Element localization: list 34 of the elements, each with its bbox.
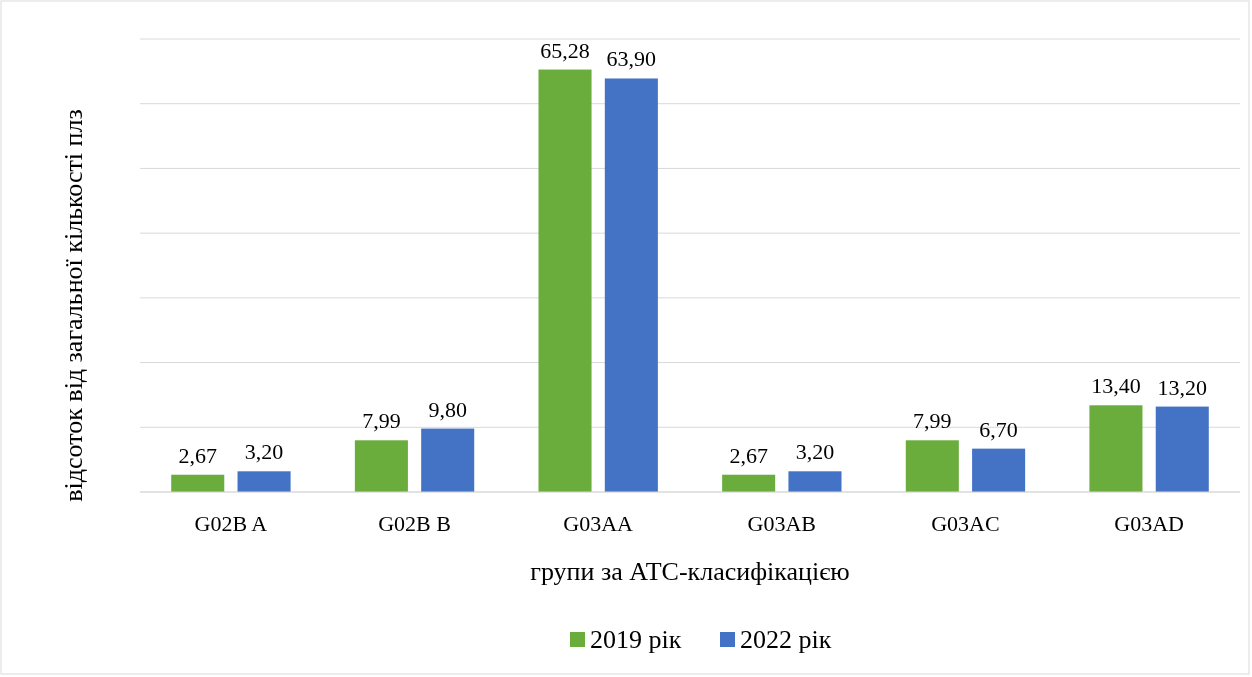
bar xyxy=(538,69,592,492)
x-axis-title: групи за АТС-класифікацією xyxy=(530,557,850,586)
bar xyxy=(905,440,959,492)
data-label: 13,20 xyxy=(1157,374,1208,400)
data-label: 63,90 xyxy=(606,46,657,72)
x-tick-label: G03AB xyxy=(747,511,817,536)
bar xyxy=(788,471,842,492)
x-tick-label: G03AC xyxy=(931,511,1000,536)
bar xyxy=(237,471,291,492)
data-label: 9,80 xyxy=(428,396,467,422)
bar xyxy=(1155,406,1209,492)
bar xyxy=(1089,405,1143,492)
bar xyxy=(972,448,1026,492)
bar xyxy=(604,78,658,492)
data-label: 6,70 xyxy=(979,416,1018,442)
legend-label: 2022 рік xyxy=(740,625,832,654)
bar xyxy=(722,474,776,492)
x-tick-label: G02B B xyxy=(378,511,451,536)
data-label: 7,99 xyxy=(362,408,401,434)
x-tick-label: G02B A xyxy=(194,511,268,536)
y-axis-title: відсоток від загальної кількості плз xyxy=(59,109,88,502)
bar xyxy=(421,428,475,492)
data-label: 3,20 xyxy=(244,439,284,465)
bar xyxy=(171,474,225,492)
x-tick-label: G03AA xyxy=(563,511,634,536)
x-tick-label: G03AD xyxy=(1114,511,1184,536)
legend-label: 2019 рік xyxy=(590,625,682,654)
data-label: 2,67 xyxy=(178,442,217,468)
data-label: 65,28 xyxy=(540,37,590,63)
bar xyxy=(354,440,408,492)
data-label: 3,20 xyxy=(795,439,835,465)
data-label: 7,99 xyxy=(913,408,952,434)
data-label: 13,40 xyxy=(1091,373,1141,399)
data-label: 2,67 xyxy=(729,442,768,468)
